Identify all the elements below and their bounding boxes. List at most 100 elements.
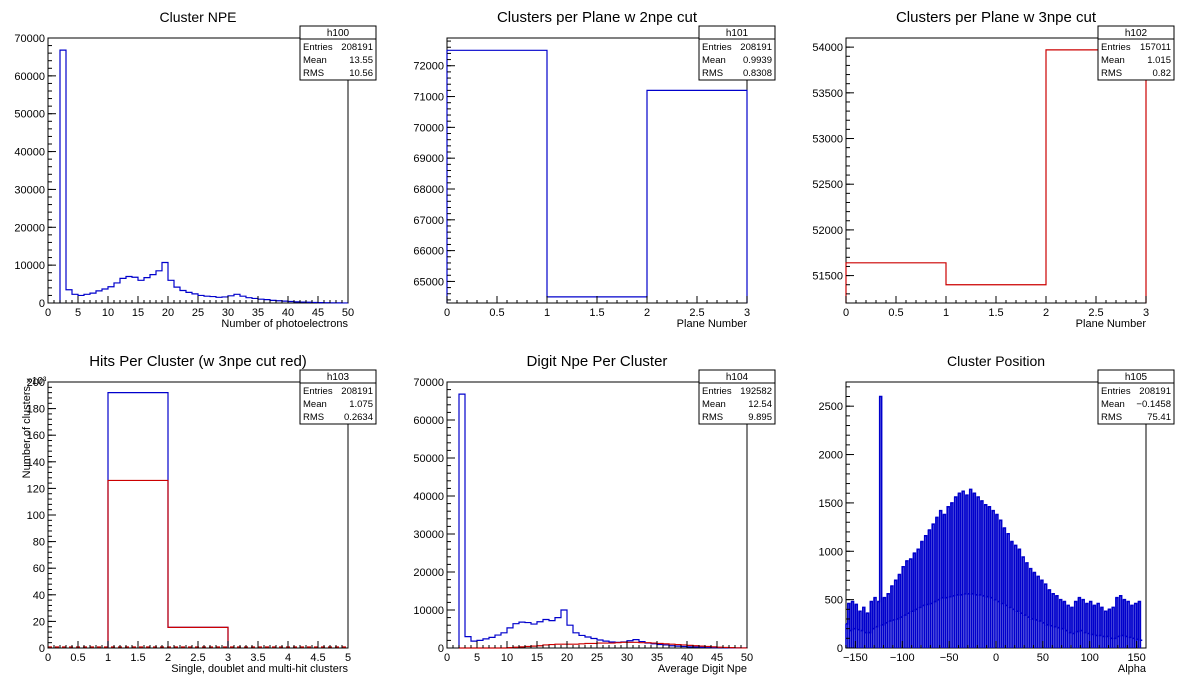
chart-title: Clusters per Plane w 3npe cut: [896, 9, 1097, 26]
panel-cluster-position: −150 −100 −50 0 50 100 15005001000150020002500…: [819, 353, 1175, 675]
x-tick-label: 25: [192, 307, 204, 319]
x-tick-label: 3: [744, 307, 750, 319]
stats-key: Mean: [303, 55, 327, 66]
x-tick-label: 2: [1043, 307, 1049, 319]
stats-box-frame: [698, 369, 776, 425]
stats-name: h100: [327, 28, 350, 39]
stats-key: Entries: [1101, 386, 1131, 397]
y-tick-label: 72000: [413, 61, 444, 73]
y-tick-label: 67000: [413, 215, 444, 227]
chart-title: Cluster Position: [947, 353, 1045, 369]
panel-digit-npe-per-cluster: 0 5 10 15 20 25 30 35 40 45 50 0 10000 20000 30000 4000…: [413, 353, 776, 675]
y-tick-label: 0: [438, 643, 444, 655]
x-axis-label: Single, doublet and multi-hit clusters: [171, 663, 348, 675]
stats-value: 208191: [341, 386, 373, 397]
histogram-series-1: [107, 479, 229, 648]
y-tick-label: 65000: [413, 276, 444, 288]
y-tick-label: 160: [27, 430, 45, 442]
x-tick-label: 2: [644, 307, 650, 319]
stats-box: h100 Entries 208191 Mean 13.55 RMS 10.56: [299, 25, 377, 81]
y-tick-label: 71000: [413, 92, 444, 104]
x-tick-label: 0: [45, 652, 51, 664]
y-axis-label: Number of clusters: [21, 386, 33, 479]
x-tick-label: 0: [444, 307, 450, 319]
x-axis-label: Plane Number: [677, 318, 748, 330]
chart-title: Clusters per Plane w 2npe cut: [497, 9, 698, 26]
chart-title: Cluster NPE: [159, 9, 236, 25]
x-tick-label: 0: [45, 307, 51, 319]
x-tick-label: 2.5: [1088, 307, 1103, 319]
panel-clusters-per-plane-2npe: 0 0.5 1 1.5 2 2.5 3 65000 66000 67000 68000 69000 70…: [413, 9, 776, 330]
stats-name: h104: [726, 372, 749, 383]
histogram-series-1: [459, 641, 748, 649]
y-exponent-label: ×10³: [26, 376, 47, 387]
y-tick-label: 10000: [413, 605, 444, 617]
x-tick-label: 0.5: [489, 307, 504, 319]
stats-box: h103 Entries 208191 Mean 1.075 RMS 0.2634: [299, 369, 377, 425]
stats-name: h103: [327, 372, 350, 383]
x-tick-label: 1: [943, 307, 949, 319]
y-tick-label: 10000: [14, 260, 45, 272]
x-axis-label: Plane Number: [1076, 318, 1147, 330]
y-tick-label: 40000: [14, 147, 45, 159]
stats-value: 10.56: [349, 68, 373, 79]
histogram-series-0: [446, 49, 748, 303]
stats-box: h101 Entries 208191 Mean 0.9939 RMS 0.8308: [698, 25, 776, 81]
x-tick-label: 3: [225, 652, 231, 664]
stats-value: 208191: [1139, 386, 1171, 397]
stats-key: RMS: [303, 68, 324, 79]
panel-cluster-npe: 0 5 10 15 20 25 30 35 40 45 50 0 10000 20000 30000 4000…: [14, 9, 377, 330]
x-tick-label: 10: [501, 652, 513, 664]
y-tick-label: 53500: [812, 88, 843, 100]
y-tick-label: 2500: [819, 401, 843, 413]
x-tick-label: 0: [444, 652, 450, 664]
stats-box-frame: [1097, 25, 1175, 81]
stats-name: h105: [1125, 372, 1148, 383]
histogram-series-0: [846, 395, 1143, 642]
x-tick-label: 0: [993, 652, 999, 664]
x-tick-label: 2: [165, 652, 171, 664]
x-tick-label: 50: [1037, 652, 1049, 664]
y-tick-label: 1500: [819, 498, 843, 510]
x-tick-label: 100: [1081, 652, 1099, 664]
panel-hits-per-cluster: 0 0.5 1 1.5 2 2.5 3 3.5 4 4.5 5 0 20 40 60 80 100 120 140 1…: [21, 353, 377, 675]
x-tick-label: 20: [162, 307, 174, 319]
y-tick-label: 100: [27, 510, 45, 522]
x-tick-label: −50: [940, 652, 959, 664]
stats-key: Mean: [1101, 399, 1125, 410]
y-tick-label: 54000: [812, 42, 843, 54]
x-tick-label: 45: [711, 652, 723, 664]
y-tick-label: 20: [33, 616, 45, 628]
stats-value: 12.54: [748, 399, 772, 410]
y-tick-label: 50000: [413, 453, 444, 465]
y-tick-label: 52000: [812, 225, 843, 237]
y-tick-label: 1000: [819, 546, 843, 558]
x-axis-label: Alpha: [1118, 663, 1147, 675]
x-tick-label: 15: [531, 652, 543, 664]
stats-name: h102: [1125, 28, 1148, 39]
stats-value: 13.55: [349, 55, 373, 66]
x-tick-label: 20: [561, 652, 573, 664]
histogram-series-0: [59, 49, 349, 304]
y-tick-label: 66000: [413, 246, 444, 258]
x-axis-label: Number of photoelectrons: [221, 318, 348, 330]
x-tick-label: 1.5: [130, 652, 145, 664]
x-tick-label: 15: [132, 307, 144, 319]
stats-value: 157011: [1140, 42, 1171, 53]
x-tick-label: 30: [621, 652, 633, 664]
y-tick-label: 53000: [812, 134, 843, 146]
x-tick-label: 5: [474, 652, 480, 664]
histogram-series-0: [845, 49, 1147, 303]
stats-key: RMS: [1101, 68, 1122, 79]
stats-key: RMS: [702, 412, 723, 423]
x-tick-label: 5: [345, 652, 351, 664]
stats-value: 9.895: [748, 412, 772, 423]
x-tick-label: 50: [342, 307, 354, 319]
y-tick-label: 80: [33, 537, 45, 549]
y-tick-label: 500: [825, 595, 843, 607]
y-tick-label: 40000: [413, 491, 444, 503]
y-tick-label: 51500: [812, 271, 843, 283]
x-tick-label: 0.5: [888, 307, 903, 319]
x-axis-label: Average Digit Npe: [658, 663, 747, 675]
